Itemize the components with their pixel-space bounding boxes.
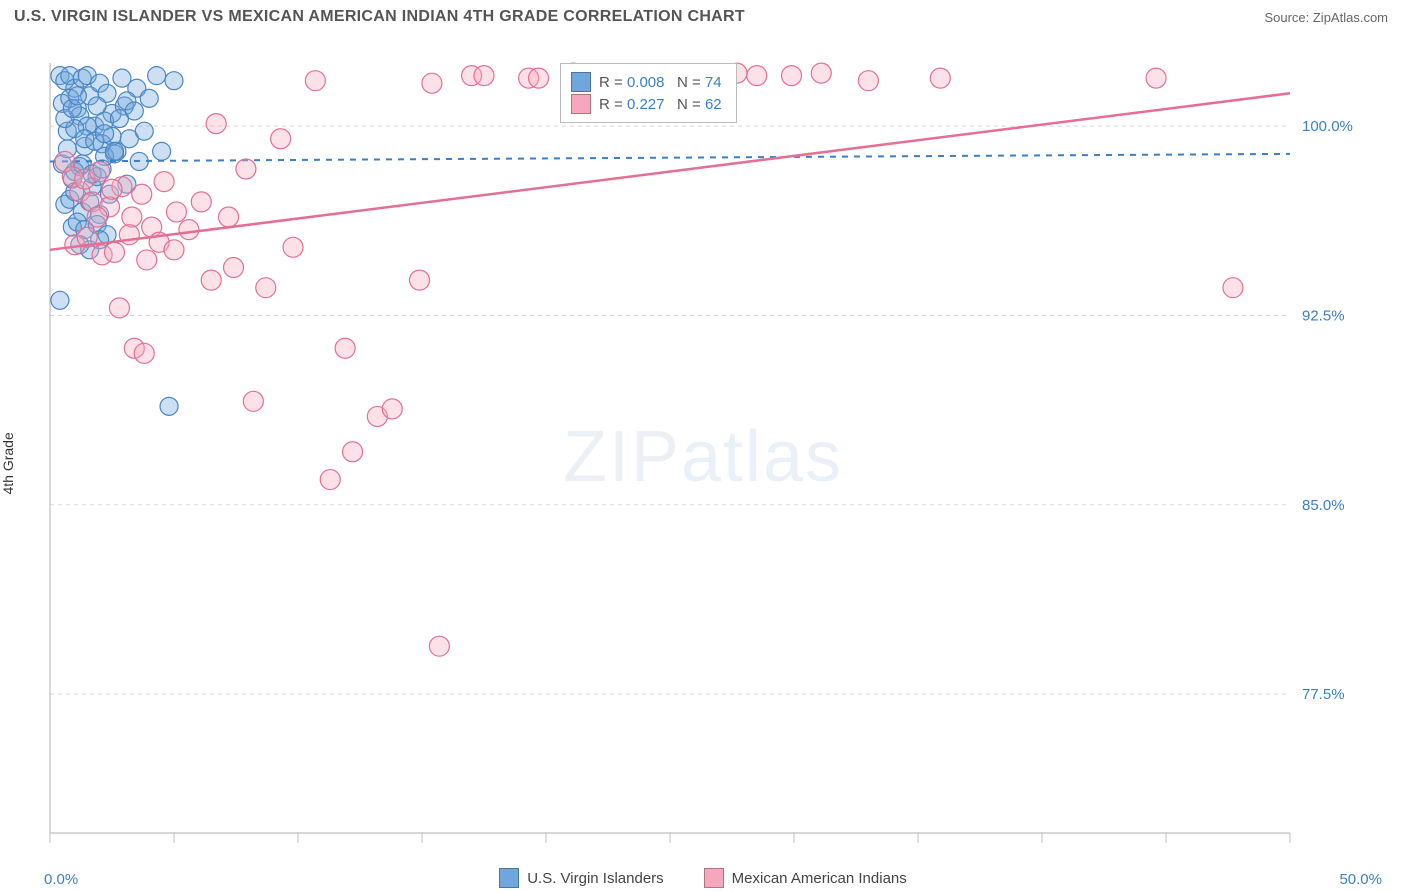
series-legend-label: Mexican American Indians <box>732 870 907 887</box>
svg-text:85.0%: 85.0% <box>1302 497 1345 514</box>
legend-stats: R = 0.008 N = 74 <box>599 74 722 91</box>
series-legend: U.S. Virgin Islanders Mexican American In… <box>0 868 1406 888</box>
legend-swatch <box>571 72 591 92</box>
watermark: ZIPatlas <box>563 416 843 498</box>
correlation-legend: R = 0.008 N = 74 R = 0.227 N = 62 <box>560 63 737 123</box>
series-legend-item: U.S. Virgin Islanders <box>499 868 663 888</box>
source-label: Source: ZipAtlas.com <box>1264 10 1388 25</box>
legend-swatch <box>704 868 724 888</box>
series-legend-item: Mexican American Indians <box>704 868 907 888</box>
legend-row: R = 0.008 N = 74 <box>571 72 722 92</box>
series-legend-label: U.S. Virgin Islanders <box>527 870 663 887</box>
legend-row: R = 0.227 N = 62 <box>571 94 722 114</box>
legend-swatch <box>571 94 591 114</box>
chart-title: U.S. VIRGIN ISLANDER VS MEXICAN AMERICAN… <box>14 8 745 26</box>
svg-text:92.5%: 92.5% <box>1302 307 1345 324</box>
legend-swatch <box>499 868 519 888</box>
svg-text:77.5%: 77.5% <box>1302 686 1345 703</box>
legend-stats: R = 0.227 N = 62 <box>599 96 722 113</box>
svg-text:100.0%: 100.0% <box>1302 118 1353 135</box>
